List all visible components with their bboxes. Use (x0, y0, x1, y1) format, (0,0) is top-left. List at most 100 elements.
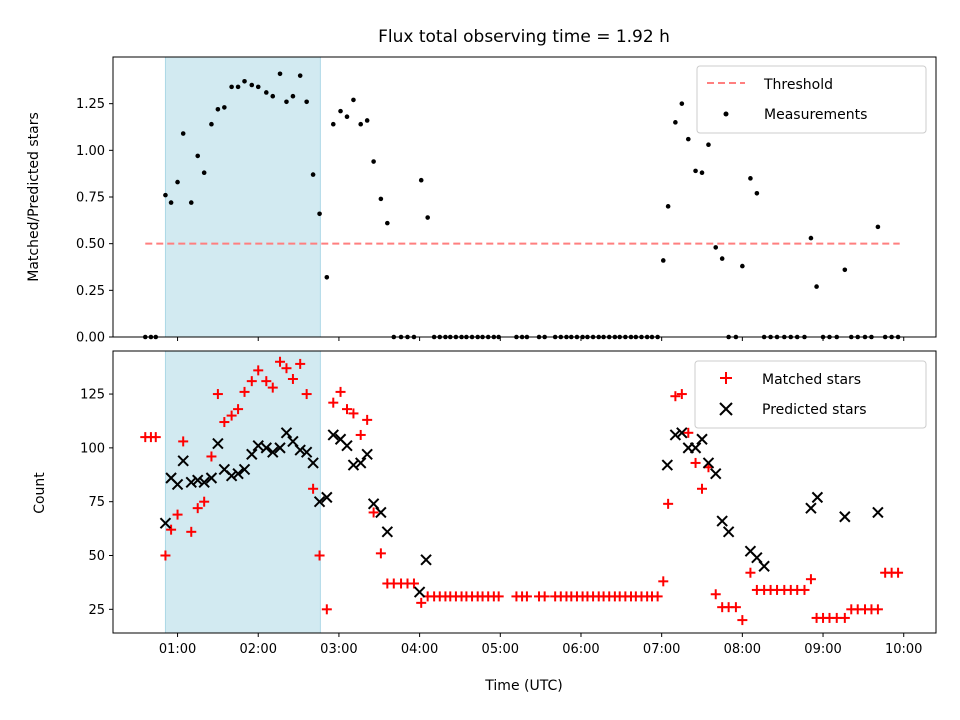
measurement-point (168, 200, 174, 205)
matched-star-point (697, 483, 708, 494)
measurement-point (255, 84, 261, 90)
matched-star-point (192, 503, 203, 514)
predicted-star-point (413, 586, 426, 598)
matched-star-point (172, 509, 183, 520)
measurement-point (685, 136, 691, 142)
measurement-point (693, 168, 698, 174)
x-ticks-top (177, 337, 905, 341)
legend-box-bottom (694, 360, 927, 429)
matched-star-point (199, 496, 210, 507)
measurement-point (808, 235, 814, 241)
matched-star-point (150, 432, 161, 443)
plot-frame-bottom (112, 350, 937, 634)
measurement-point (330, 121, 336, 127)
y-tick-label: 75 (88, 495, 105, 510)
measurement-point (385, 220, 390, 226)
predicted-star-point (327, 429, 339, 441)
measurement-point (748, 176, 753, 181)
predicted-star-point (758, 560, 770, 572)
y-tick-label: 0.50 (76, 237, 105, 252)
predicted-star-point (185, 476, 197, 489)
predicted-star-point (307, 457, 319, 469)
x-ticks-bottom: 01:00 02:00 03:00 04:00 05:00 06:00 07:00 08:00… (159, 633, 922, 657)
matched-star-point (676, 389, 687, 400)
matched-star-point (314, 550, 325, 561)
measurement-point (242, 78, 247, 84)
measurement-point (699, 170, 705, 176)
measurement-point (284, 99, 289, 105)
legend-top: Threshold Measurements (696, 65, 927, 134)
measurement-point (188, 200, 194, 205)
legend-measurements-label: Measurements (764, 107, 867, 123)
measurement-point (425, 215, 430, 220)
measurement-point (706, 142, 711, 148)
measurement-point (679, 101, 685, 106)
measurement-point (310, 172, 316, 177)
matched-star-point (219, 417, 230, 428)
matched-star-point (335, 386, 346, 397)
matched-star-point (745, 567, 756, 578)
measurement-point (270, 93, 276, 99)
legend-predicted-swatch (719, 402, 733, 416)
predicted-star-point (381, 526, 394, 538)
matched-star-point (683, 427, 694, 438)
measurement-point (660, 258, 666, 263)
measurement-point (290, 93, 296, 99)
measurement-point (351, 97, 356, 103)
y-axis-label-top: Matched/Predicted stars (26, 112, 42, 282)
x-tick-label: 08:00 (724, 642, 761, 657)
measurement-point (229, 84, 234, 90)
measurement-point (195, 153, 201, 159)
measurement-point (297, 73, 303, 78)
predicted-star-point (347, 459, 360, 471)
matched-star-point (212, 389, 223, 400)
matched-star-point (233, 404, 244, 415)
matched-star-point (301, 389, 312, 400)
y-ticks-bottom: 25 50 75 100 125 (80, 388, 113, 618)
matched-star-point (805, 574, 816, 585)
predicted-star-point (205, 472, 218, 484)
legend-bottom: Matched stars Predicted stars (694, 360, 927, 429)
matched-star-point (710, 589, 721, 600)
measurement-point (277, 71, 283, 77)
matched-star-point (355, 429, 366, 440)
x-tick-label: 10:00 (885, 642, 922, 657)
predicted-star-point (252, 440, 264, 452)
matched-star-point (663, 498, 674, 509)
matched-star-point (730, 602, 741, 613)
matched-star-point (521, 591, 532, 602)
x-tick-label: 05:00 (482, 642, 519, 657)
measurement-point (235, 84, 241, 90)
measurement-point (209, 121, 214, 127)
shaded-span-top (164, 56, 321, 338)
matched-star-point (362, 414, 373, 425)
x-axis-label: Time (UTC) (484, 678, 562, 694)
measurement-point (842, 267, 848, 273)
measurement-point (814, 284, 819, 289)
shaded-span-bottom (164, 350, 321, 634)
matched-star-point (872, 604, 883, 615)
x-tick-label: 03:00 (320, 642, 357, 657)
measurement-point (163, 192, 168, 198)
matched-star-point (321, 604, 332, 615)
y-tick-label: 0.25 (76, 284, 105, 299)
measurement-point (344, 114, 350, 120)
matched-star-point (178, 436, 189, 447)
predicted-star-point (689, 442, 702, 454)
matched-star-point (408, 578, 419, 589)
predicted-star-point (710, 467, 722, 480)
matched-star-point (539, 591, 550, 602)
legend-measurements-swatch (723, 111, 729, 117)
measurement-point (371, 159, 376, 164)
matched-star-point (493, 591, 504, 602)
matched-star-point (341, 404, 352, 415)
matched-star-point (206, 451, 217, 462)
top-panel: 0.00 0.25 0.50 0.75 1.00 1.25 Matched/Predict… (26, 56, 937, 346)
measurement-point (673, 120, 678, 125)
measurement-point (201, 170, 207, 176)
predicted-star-point (702, 457, 715, 469)
legend-predicted-label: Predicted stars (762, 402, 867, 418)
measurement-point (175, 179, 180, 185)
predicted-star-point (420, 554, 432, 566)
